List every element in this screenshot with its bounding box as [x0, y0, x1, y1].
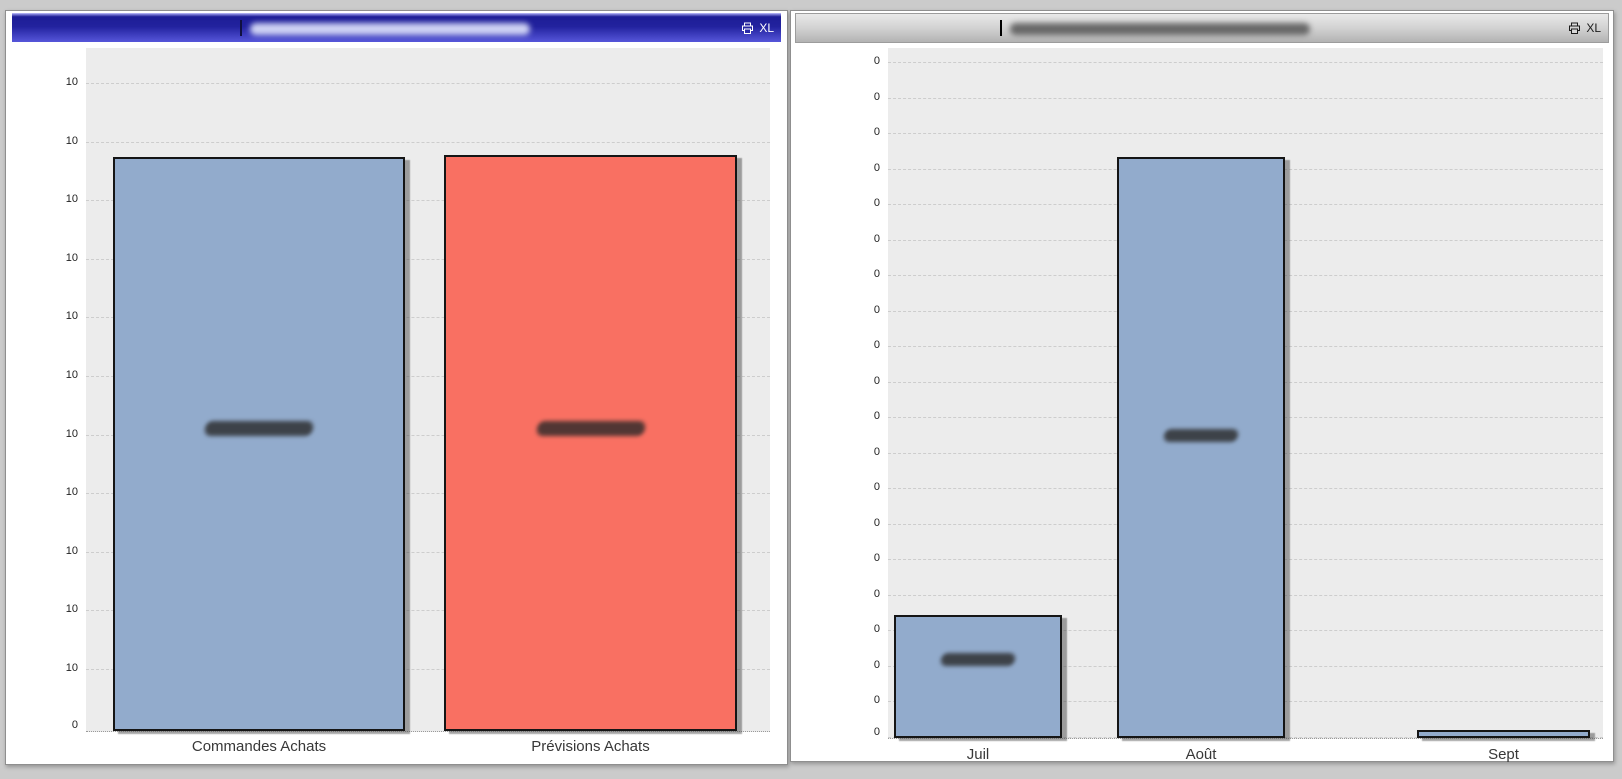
window-title-redacted — [1010, 23, 1310, 35]
gridline — [86, 669, 770, 670]
y-tick-label: 0 — [873, 90, 880, 103]
y-tick-label: 10 — [65, 369, 78, 381]
window-title-redacted — [250, 23, 530, 35]
chart-window-left: XL 10 10 10 10 10 10 10 10 10 10 10 0 Commandes Acha… — [5, 10, 788, 765]
y-tick-label: 0 — [873, 623, 880, 635]
y-tick-label: 0 — [873, 126, 880, 138]
y-tick-label: 0 — [873, 587, 880, 600]
y-tick-label: 0 — [873, 55, 880, 67]
y-tick-label: 10 — [65, 427, 78, 440]
y-tick-label: 10 — [65, 76, 78, 88]
y-tick-label: 0 — [873, 197, 880, 209]
gridline — [86, 493, 770, 495]
title-caret — [1000, 20, 1002, 36]
gridline — [86, 610, 770, 612]
x-axis-label: Août — [1185, 746, 1217, 763]
y-tick-label: 10 — [65, 193, 78, 206]
title-caret — [240, 20, 242, 36]
y-tick-label: 10 — [65, 134, 78, 147]
x-axis-label: Prévisions Achats — [531, 738, 650, 755]
y-tick-label: 10 — [65, 603, 78, 616]
y-tick-label: 0 — [873, 410, 880, 422]
excel-export-icon[interactable]: XL — [1586, 21, 1601, 35]
y-tick-label: 10 — [65, 251, 78, 264]
plot-area — [888, 48, 1603, 739]
y-tick-label: 0 — [873, 516, 880, 529]
y-tick-label: 0 — [873, 694, 880, 706]
x-axis-label: Juil — [966, 746, 990, 763]
bar-sept[interactable] — [1417, 730, 1590, 738]
bar-value-redacted — [1163, 428, 1239, 442]
gridline — [86, 258, 770, 260]
bar-ao-t[interactable] — [1117, 157, 1285, 738]
gridline — [888, 133, 1603, 134]
y-tick-label: 0 — [873, 232, 880, 245]
print-icon[interactable] — [1568, 22, 1581, 35]
chart-window-right: XL 0 0 0 0 0 0 0 0 0 0 0 0 0 0 0 0 0 0 0 0 Juil Août Sept — [790, 10, 1614, 763]
gridline — [86, 200, 770, 202]
y-tick-label: 10 — [65, 544, 78, 557]
y-tick-label: 0 — [873, 445, 880, 458]
print-icon[interactable] — [741, 22, 754, 35]
gridline — [86, 317, 770, 319]
y-tick-label: 0 — [873, 552, 880, 564]
y-tick-label: 0 — [873, 374, 880, 387]
bar-commandes-achats[interactable] — [113, 157, 405, 731]
x-axis-label: Commandes Achats — [191, 738, 327, 755]
gridline — [86, 83, 770, 84]
bar-value-redacted — [535, 420, 646, 436]
plot-area — [86, 48, 770, 732]
y-tick-label: 0 — [873, 481, 880, 493]
bar-value-redacted — [940, 652, 1016, 666]
bar-value-redacted — [203, 420, 315, 436]
y-tick-label: 0 — [873, 726, 880, 738]
y-tick-label: 0 — [873, 161, 880, 174]
bar-juil[interactable] — [894, 615, 1062, 738]
x-axis-label: Sept — [1488, 746, 1519, 763]
gridline — [86, 551, 770, 553]
gridline — [86, 141, 770, 143]
y-tick-label: 10 — [65, 662, 78, 674]
window-titlebar-left[interactable]: XL — [12, 13, 781, 42]
gridline — [86, 376, 770, 377]
y-tick-label: 0 — [873, 658, 880, 671]
y-tick-label: 10 — [65, 310, 78, 323]
bar-pr-visions-achats[interactable] — [444, 155, 737, 731]
y-tick-label: 10 — [65, 486, 78, 499]
gridline — [888, 97, 1603, 99]
y-tick-label: 0 — [873, 268, 880, 280]
y-tick-label: 0 — [71, 719, 78, 731]
window-titlebar-right[interactable]: XL — [795, 13, 1609, 43]
excel-export-icon[interactable]: XL — [759, 21, 774, 35]
y-tick-label: 0 — [873, 303, 880, 316]
y-tick-label: 0 — [873, 339, 880, 351]
gridline — [86, 434, 770, 436]
gridline — [888, 62, 1603, 63]
